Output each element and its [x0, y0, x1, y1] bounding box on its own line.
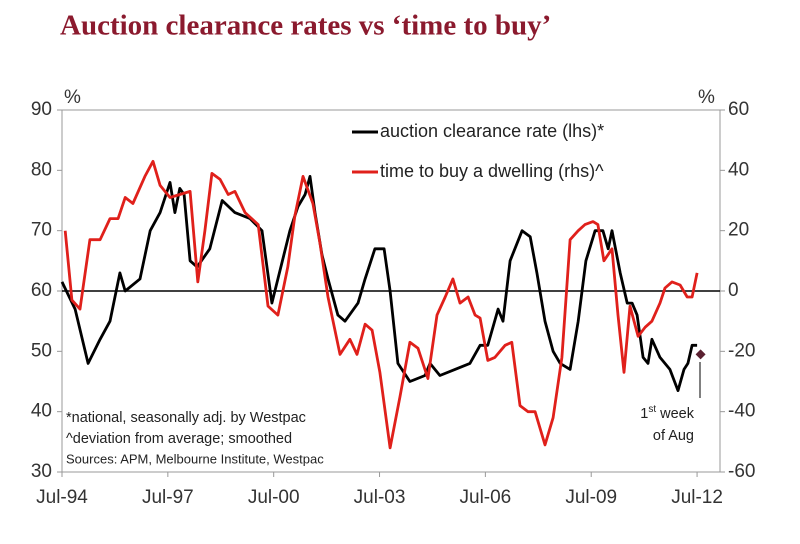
x-tick-label: Jul-94 [36, 487, 88, 508]
series-line [63, 159, 699, 450]
series-line [60, 175, 698, 392]
x-tick-label: Jul-09 [565, 487, 617, 508]
y2-tick-label: -40 [728, 401, 755, 422]
y-unit: % [64, 87, 81, 108]
legend-label: time to buy a dwelling (rhs)^ [380, 161, 604, 181]
y2-unit: % [698, 87, 715, 108]
y-tick-label: 80 [31, 159, 52, 180]
y-tick-label: 70 [31, 220, 52, 241]
point-label-number: 1 [640, 406, 648, 422]
point-label: 1st week [640, 404, 694, 422]
y2-tick-label: 40 [728, 159, 749, 180]
x-tick-label: Jul-06 [460, 487, 512, 508]
x-tick-label: Jul-12 [671, 487, 723, 508]
note: Sources: APM, Melbourne Institute, Westp… [66, 451, 324, 466]
y-tick-label: 30 [31, 461, 52, 482]
y-tick-label: 60 [31, 280, 52, 301]
point-label-sup: st [648, 404, 656, 415]
x-tick-label: Jul-97 [142, 487, 194, 508]
x-tick-label: Jul-00 [248, 487, 300, 508]
point-marker [695, 349, 706, 360]
y2-tick-label: 60 [728, 99, 749, 120]
x-tick-label: Jul-03 [354, 487, 406, 508]
y2-tick-label: 20 [728, 220, 749, 241]
y-tick-label: 50 [31, 340, 52, 361]
y-tick-label: 40 [31, 401, 52, 422]
y2-tick-label: -20 [728, 340, 755, 361]
y-tick-label: 90 [31, 99, 52, 120]
y2-tick-label: -60 [728, 461, 755, 482]
note: ^deviation from average; smoothed [66, 431, 292, 447]
point-label-rest: week [656, 406, 695, 422]
note: *national, seasonally adj. by Westpac [66, 410, 306, 426]
y2-tick-label: 0 [728, 280, 739, 301]
chart-title: Auction clearance rates vs ‘time to buy’ [60, 10, 551, 42]
point-label: of Aug [653, 428, 694, 444]
legend-label: auction clearance rate (lhs)* [380, 121, 604, 141]
